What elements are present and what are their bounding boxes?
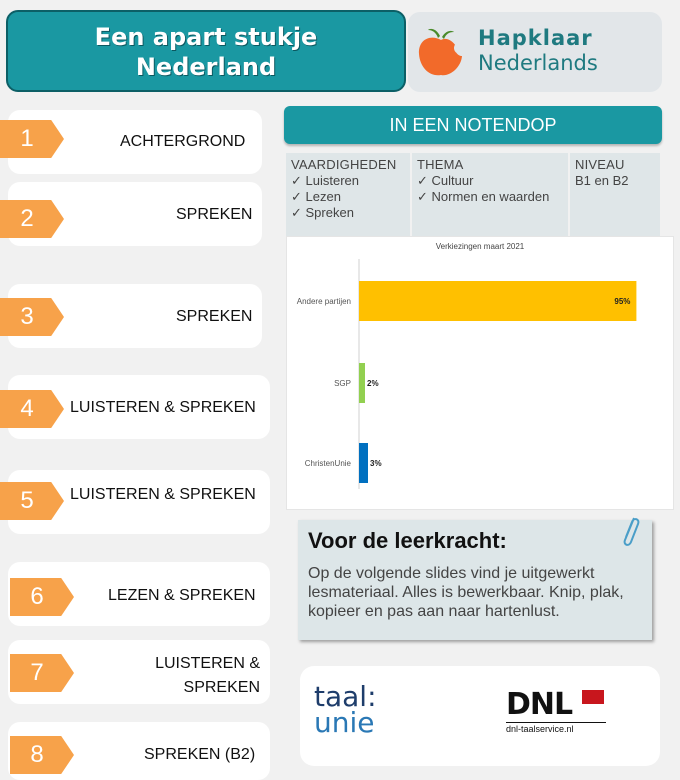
title-banner: Een apart stukje Nederland	[6, 10, 406, 92]
lesson-label-7-line-1: LUISTEREN &	[155, 655, 260, 672]
vaardigheden-item: ✓ Lezen	[291, 189, 341, 204]
dnl-url: dnl-taalservice.nl	[506, 722, 606, 734]
brand-line-1: Hapklaar	[478, 26, 593, 50]
thema-item: ✓ Normen en waarden	[417, 189, 550, 204]
taalunie-line-2: unie	[314, 706, 375, 739]
niveau-value: B1 en B2	[575, 173, 629, 188]
lesson-label-6: LEZEN & SPREKEN	[108, 587, 256, 604]
taalunie-line-1: taal:	[314, 680, 377, 713]
brand-line-2: Nederlands	[478, 51, 598, 75]
dnl-mark: DNL	[506, 687, 573, 722]
lesson-label-3: SPREKEN	[176, 308, 253, 325]
teacher-note: Voor de leerkracht: Op de volgende slide…	[298, 517, 652, 640]
chart-category-label: Andere partijen	[297, 297, 351, 306]
lesson-number-1: 1	[0, 120, 64, 158]
title-line-1: Een apart stukje	[94, 23, 318, 51]
lesson-number-8: 8	[10, 736, 74, 774]
chart-bar	[359, 281, 637, 321]
check-icon: ✓	[291, 189, 306, 204]
lesson-label-7-line-2: SPREKEN	[183, 679, 260, 696]
teacher-body: Op de volgende slides vind je uitgewerkt…	[308, 565, 624, 620]
taalunie-logo: taal: unie	[314, 680, 377, 739]
thema-title: THEMA	[417, 157, 464, 172]
check-icon: ✓	[417, 189, 432, 204]
lesson-number-3: 3	[0, 298, 64, 336]
lesson-label-4: LUISTEREN & SPREKEN	[70, 399, 256, 416]
thema-item: ✓ Cultuur	[417, 173, 474, 188]
vaardigheden-title: VAARDIGHEDEN	[291, 157, 397, 172]
thema-column: THEMA ✓ Cultuur ✓ Normen en waarden	[412, 153, 568, 237]
niveau-column: NIVEAU B1 en B2	[570, 153, 660, 237]
lesson-number-7: 7	[10, 654, 74, 692]
paperclip-icon	[623, 517, 640, 546]
election-chart: Verkiezingen maart 2021 Andere partijen 9…	[286, 236, 674, 510]
apple-icon	[418, 28, 466, 76]
lesson-label-1: ACHTERGROND	[120, 133, 246, 150]
lesson-label-5: LUISTEREN & SPREKEN	[70, 486, 256, 503]
chart-category-label: ChristenUnie	[305, 459, 352, 468]
chart-value-label: 95%	[614, 297, 630, 306]
lesson-label-2: SPREKEN	[176, 206, 253, 223]
niveau-title: NIVEAU	[575, 157, 625, 172]
dnl-logo: DNL dnl-taalservice.nl	[506, 690, 606, 734]
chart-category-label: SGP	[334, 379, 351, 388]
chart-title: Verkiezingen maart 2021	[436, 242, 525, 251]
chart-value-label: 3%	[370, 459, 382, 468]
check-icon: ✓	[291, 205, 306, 220]
lesson-number-5: 5	[0, 482, 64, 520]
partner-logos: taal: unie DNL dnl-taalservice.nl	[300, 666, 660, 766]
check-icon: ✓	[417, 173, 432, 188]
teacher-heading: Voor de leerkracht:	[308, 528, 507, 553]
lesson-label-7: LUISTEREN & SPREKEN	[130, 652, 260, 700]
lesson-number-2: 2	[0, 200, 64, 238]
lesson-number-4: 4	[0, 390, 64, 428]
lesson-label-8: SPREKEN (B2)	[144, 746, 256, 763]
vaardigheden-column: VAARDIGHEDEN ✓ Luisteren ✓ Lezen ✓ Sprek…	[286, 153, 410, 237]
title-line-2: Nederland	[135, 53, 277, 81]
dnl-red-block	[582, 690, 604, 704]
brand-logo: Hapklaar Nederlands	[408, 12, 662, 92]
brand-text: Hapklaar Nederlands	[478, 26, 598, 76]
chart-value-label: 2%	[367, 379, 379, 388]
lesson-number-6: 6	[10, 578, 74, 616]
check-icon: ✓	[291, 173, 306, 188]
vaardigheden-item: ✓ Luisteren	[291, 173, 359, 188]
bar-chart: Verkiezingen maart 2021 Andere partijen 9…	[297, 242, 637, 489]
chart-bar	[359, 363, 365, 403]
vaardigheden-item: ✓ Spreken	[291, 205, 354, 220]
chart-bar	[359, 443, 368, 483]
notendop-heading: IN EEN NOTENDOP	[284, 106, 662, 144]
